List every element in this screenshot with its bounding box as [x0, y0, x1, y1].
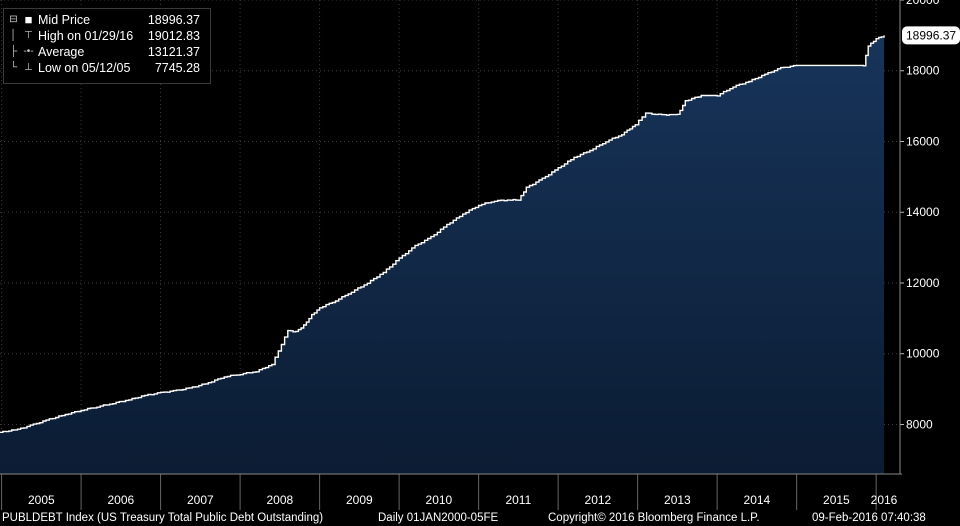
y-tick-label: 10000: [906, 347, 940, 361]
footer-range: Daily 01JAN2000-05FE: [378, 512, 499, 524]
x-tick-label: 2009: [346, 493, 373, 507]
legend-mid-label: Mid Price: [38, 13, 91, 27]
legend-average-value: 13121.37: [147, 45, 200, 59]
x-tick-label: 2016: [871, 493, 898, 507]
x-tick-label: 2006: [107, 493, 134, 507]
tree-line-icon: │: [10, 30, 17, 41]
tree-line-icon: ├: [9, 46, 18, 57]
high-marker-icon: ⊤: [24, 30, 33, 41]
x-tick-label: 2010: [426, 493, 453, 507]
legend-high: │ ⊤ High on 01/29/16 19012.83: [8, 28, 206, 44]
legend-low-value: 7745.28: [154, 61, 200, 75]
low-marker-icon: ⊥: [24, 62, 33, 73]
y-tick-label: 16000: [906, 134, 940, 148]
x-tick-label: 2005: [28, 493, 55, 507]
x-tick-label: 2013: [664, 493, 691, 507]
legend-high-value: 19012.83: [147, 29, 200, 43]
y-tick-label: 18000: [906, 64, 940, 78]
legend-average: ├ -•- Average 13121.37: [8, 44, 206, 60]
legend-mid-value: 18996.37: [147, 13, 200, 27]
footer-index: PUBLDEBT Index (US Treasury Total Public…: [2, 512, 324, 524]
legend-low-label: Low on 05/12/05: [38, 61, 131, 75]
footer-bar: PUBLDEBT Index (US Treasury Total Public…: [0, 510, 960, 526]
x-tick-label: 2008: [267, 493, 294, 507]
last-value-text: 18996.37: [906, 28, 956, 42]
x-axis: 2005 2006 2007 2008 2009 2010 2011 2012 2013 2014…: [0, 473, 902, 510]
legend-box: ⊟ ■ Mid Price 18996.37 │ ⊤ High on 01/29/1…: [3, 8, 211, 84]
y-tick-label: 8000: [906, 417, 933, 431]
y-tick-label: 20000: [906, 0, 940, 7]
x-tick-label: 2014: [744, 493, 771, 507]
last-value-tag: 18996.37: [902, 26, 960, 45]
footer-timestamp: 09-Feb-2016 07:40:38: [812, 512, 926, 524]
x-tick-label: 2015: [823, 493, 850, 507]
x-tick-label: 2012: [585, 493, 612, 507]
x-tick-label: 2007: [187, 493, 214, 507]
tree-line-icon: └: [9, 62, 18, 73]
y-tick-label: 12000: [906, 276, 940, 290]
legend-square-icon: ■: [24, 12, 33, 27]
y-tick-label: 14000: [906, 205, 940, 219]
series-line: [0, 35, 885, 433]
legend-mid: ⊟ ■ Mid Price 18996.37: [8, 12, 206, 28]
footer-copyright: Copyright© 2016 Bloomberg Finance L.P.: [548, 512, 760, 524]
y-axis: 8000 10000 12000 14000 16000 18000 20000: [899, 0, 940, 474]
legend-low: └ ⊥ Low on 05/12/05 7745.28: [8, 60, 206, 76]
legend-high-label: High on 01/29/16: [38, 29, 134, 43]
legend-average-label: Average: [38, 45, 85, 59]
collapse-icon[interactable]: ⊟: [9, 14, 18, 25]
series-area: [0, 35, 885, 475]
x-tick-label: 2011: [505, 493, 531, 507]
average-marker-icon: -•-: [23, 46, 34, 57]
